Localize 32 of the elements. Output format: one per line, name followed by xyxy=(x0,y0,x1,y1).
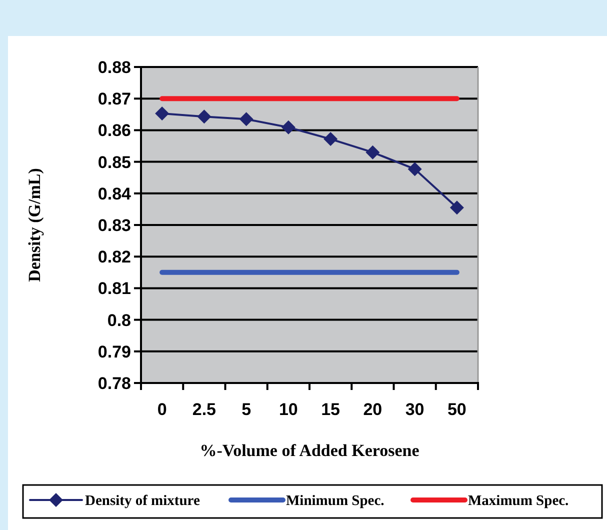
point xyxy=(324,132,338,146)
x-tick-label: 15 xyxy=(321,400,340,419)
y-tick-label: 0.83 xyxy=(98,216,131,235)
point xyxy=(366,145,380,160)
y-tick-label: 0.82 xyxy=(98,248,131,267)
x-tick-label: 50 xyxy=(447,400,466,419)
point xyxy=(408,162,422,176)
x-tick-label: 30 xyxy=(405,400,424,419)
y-tick-label: 0.79 xyxy=(98,342,131,362)
x-axis-title: %-Volume of Added Kerosene xyxy=(200,441,420,460)
y-axis-title: Density (G/mL) xyxy=(25,168,44,282)
x-tick-label: 5 xyxy=(242,400,252,419)
x-tick-label: 20 xyxy=(363,400,382,419)
y-tick-label: 0.81 xyxy=(98,279,131,298)
y-tick-label: 0.84 xyxy=(98,184,132,204)
legend-label: Maximum Spec. xyxy=(468,493,569,509)
y-tick-label: 0.86 xyxy=(98,121,131,140)
y-tick-label: 0.78 xyxy=(98,374,131,393)
legend-label: Minimum Spec. xyxy=(286,493,384,509)
x-tick-label: 2.5 xyxy=(192,400,216,419)
legend-label: Density of mixture xyxy=(85,493,200,509)
x-tick-label: 0 xyxy=(157,400,167,419)
point xyxy=(281,120,296,134)
x-tick-label: 10 xyxy=(278,400,298,419)
point xyxy=(155,106,170,120)
y-tick-label: 0.87 xyxy=(98,90,131,109)
y-tick-label: 0.85 xyxy=(98,152,131,172)
y-tick-label: 0.88 xyxy=(98,58,131,77)
y-tick-label: 0.8 xyxy=(107,310,131,330)
point xyxy=(239,112,254,126)
point xyxy=(450,200,464,215)
point xyxy=(197,110,212,124)
